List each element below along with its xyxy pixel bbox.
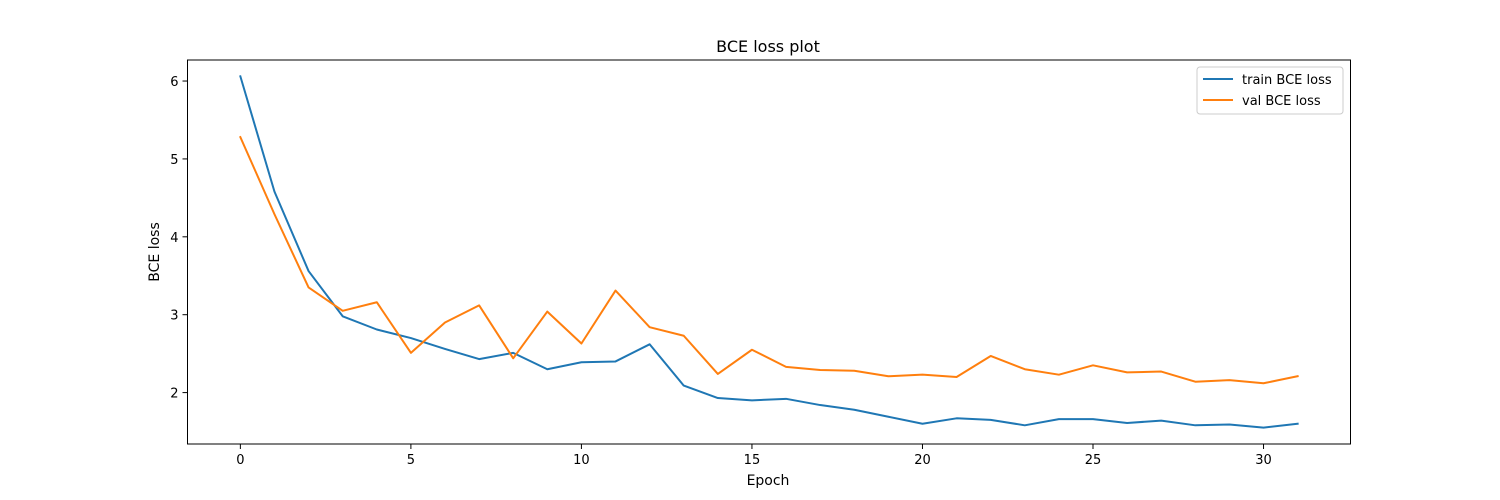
x-tick-label: 20 <box>914 453 931 468</box>
y-tick-label: 3 <box>170 309 178 324</box>
y-axis-title: BCE loss <box>147 222 163 281</box>
x-axis-title: Epoch <box>747 473 790 489</box>
legend: train BCE loss val BCE loss <box>1196 66 1344 115</box>
y-tick-label: 6 <box>170 75 178 90</box>
legend-label-val: val BCE loss <box>1242 94 1321 109</box>
y-axis: 2 3 4 5 6 <box>170 75 188 402</box>
val-loss-line <box>239 135 1299 385</box>
x-axis: 0 5 10 15 20 25 30 <box>236 444 1272 468</box>
x-tick-label: 30 <box>1255 453 1272 468</box>
y-tick-label: 4 <box>170 231 178 246</box>
train-loss-line <box>239 75 1299 429</box>
x-tick-label: 5 <box>407 453 415 468</box>
plot-frame <box>187 59 1351 445</box>
chart-title: BCE loss plot <box>716 37 820 56</box>
y-tick-label: 2 <box>170 387 178 402</box>
plot-lines <box>239 75 1299 429</box>
x-tick-label: 15 <box>744 453 761 468</box>
legend-label-train: train BCE loss <box>1242 73 1332 88</box>
legend-box <box>1196 66 1344 115</box>
x-tick-label: 25 <box>1085 453 1102 468</box>
x-tick-label: 0 <box>236 453 244 468</box>
x-tick-label: 10 <box>573 453 590 468</box>
y-tick-label: 5 <box>170 153 178 168</box>
